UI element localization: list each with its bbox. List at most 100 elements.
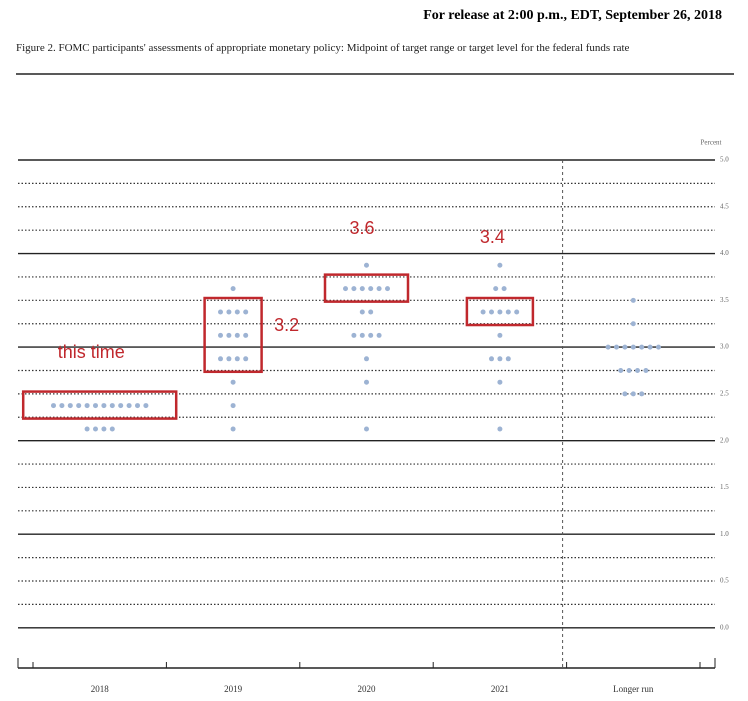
chart-title: Figure 2. FOMC participants' assessments… (16, 42, 630, 54)
dot (218, 309, 223, 315)
dot (364, 426, 369, 432)
y-tick-label: 4.0 (720, 249, 729, 257)
dot (218, 332, 223, 338)
y-tick-label: 2.5 (720, 389, 729, 397)
dot (234, 309, 240, 315)
dot (656, 344, 661, 350)
release-note: For release at 2:00 p.m., EDT, September… (423, 8, 722, 23)
dot (368, 332, 374, 338)
dot (93, 403, 98, 409)
dot (630, 344, 636, 350)
dot (480, 309, 486, 315)
dot (118, 403, 124, 409)
dot (101, 426, 107, 432)
dot (126, 403, 132, 409)
dot (84, 426, 90, 432)
dot (493, 286, 499, 292)
y-tick-label: 0.5 (720, 577, 729, 585)
dot (622, 391, 628, 397)
caption-box: Figure 2. FOMC participants' assessments… (16, 42, 630, 54)
dot (501, 286, 507, 292)
dot (359, 309, 365, 315)
dot (639, 344, 645, 350)
annotation: 3.4 (480, 227, 505, 247)
dot (385, 286, 390, 292)
y-tick-label: 4.5 (720, 202, 729, 210)
dot (243, 309, 249, 315)
x-tick-label: 2020 (358, 684, 377, 694)
dot (505, 309, 511, 315)
dot (67, 403, 73, 409)
x-tick-label: Longer run (613, 684, 654, 694)
dot (635, 367, 640, 373)
dot (243, 332, 249, 338)
dot (630, 321, 636, 327)
dot (93, 426, 98, 432)
dot (368, 286, 374, 292)
dot (218, 356, 223, 362)
dot (630, 391, 636, 397)
highlight-box (323, 273, 410, 303)
dot (505, 356, 511, 362)
y-tick-label: 2.0 (720, 436, 729, 444)
dot (135, 403, 140, 409)
x-tick-label: 2018 (91, 684, 110, 694)
dot (364, 379, 369, 385)
dot (234, 332, 240, 338)
y-tick-label: 3.5 (720, 296, 729, 304)
dot (497, 356, 503, 362)
annotation: this time (58, 342, 125, 362)
dot (359, 286, 365, 292)
dot (101, 403, 107, 409)
dot (489, 356, 494, 362)
dot (614, 344, 619, 350)
dot (497, 309, 503, 315)
dot (368, 309, 374, 315)
dot (226, 332, 232, 338)
y-tick-label: 0.0 (720, 623, 729, 631)
x-tick-label: 2019 (224, 684, 243, 694)
dot (234, 356, 240, 362)
dot (364, 262, 369, 268)
dot (514, 309, 520, 315)
dot (497, 426, 503, 432)
dot (497, 379, 503, 385)
dot (376, 332, 382, 338)
dot (226, 309, 232, 315)
dot (643, 367, 649, 373)
y-axis-label: Percent (701, 139, 722, 147)
dot (230, 403, 236, 409)
dot (230, 379, 236, 385)
dot (497, 332, 503, 338)
y-tick-label: 3.0 (720, 343, 729, 351)
dot (230, 426, 236, 432)
dot (226, 356, 232, 362)
dot (109, 426, 115, 432)
dot (243, 356, 249, 362)
dot (143, 403, 149, 409)
y-tick-label: 1.0 (720, 530, 729, 538)
dot (622, 344, 628, 350)
dot (51, 403, 56, 409)
highlight-box (203, 296, 263, 374)
dot (605, 344, 611, 350)
dot (343, 286, 348, 292)
dot (359, 332, 365, 338)
dot (351, 332, 357, 338)
dot (76, 403, 82, 409)
dot (230, 286, 236, 292)
dot (364, 356, 369, 362)
dot (109, 403, 115, 409)
highlight-box (465, 296, 535, 327)
dot (376, 286, 382, 292)
dot (59, 403, 65, 409)
dot (351, 286, 357, 292)
dot (630, 297, 636, 303)
annotation: 3.2 (274, 315, 299, 335)
dot (647, 344, 653, 350)
x-tick-label: 2021 (491, 684, 509, 694)
y-tick-label: 5.0 (720, 156, 729, 164)
annotation: 3.6 (350, 218, 375, 238)
dot (489, 309, 494, 315)
